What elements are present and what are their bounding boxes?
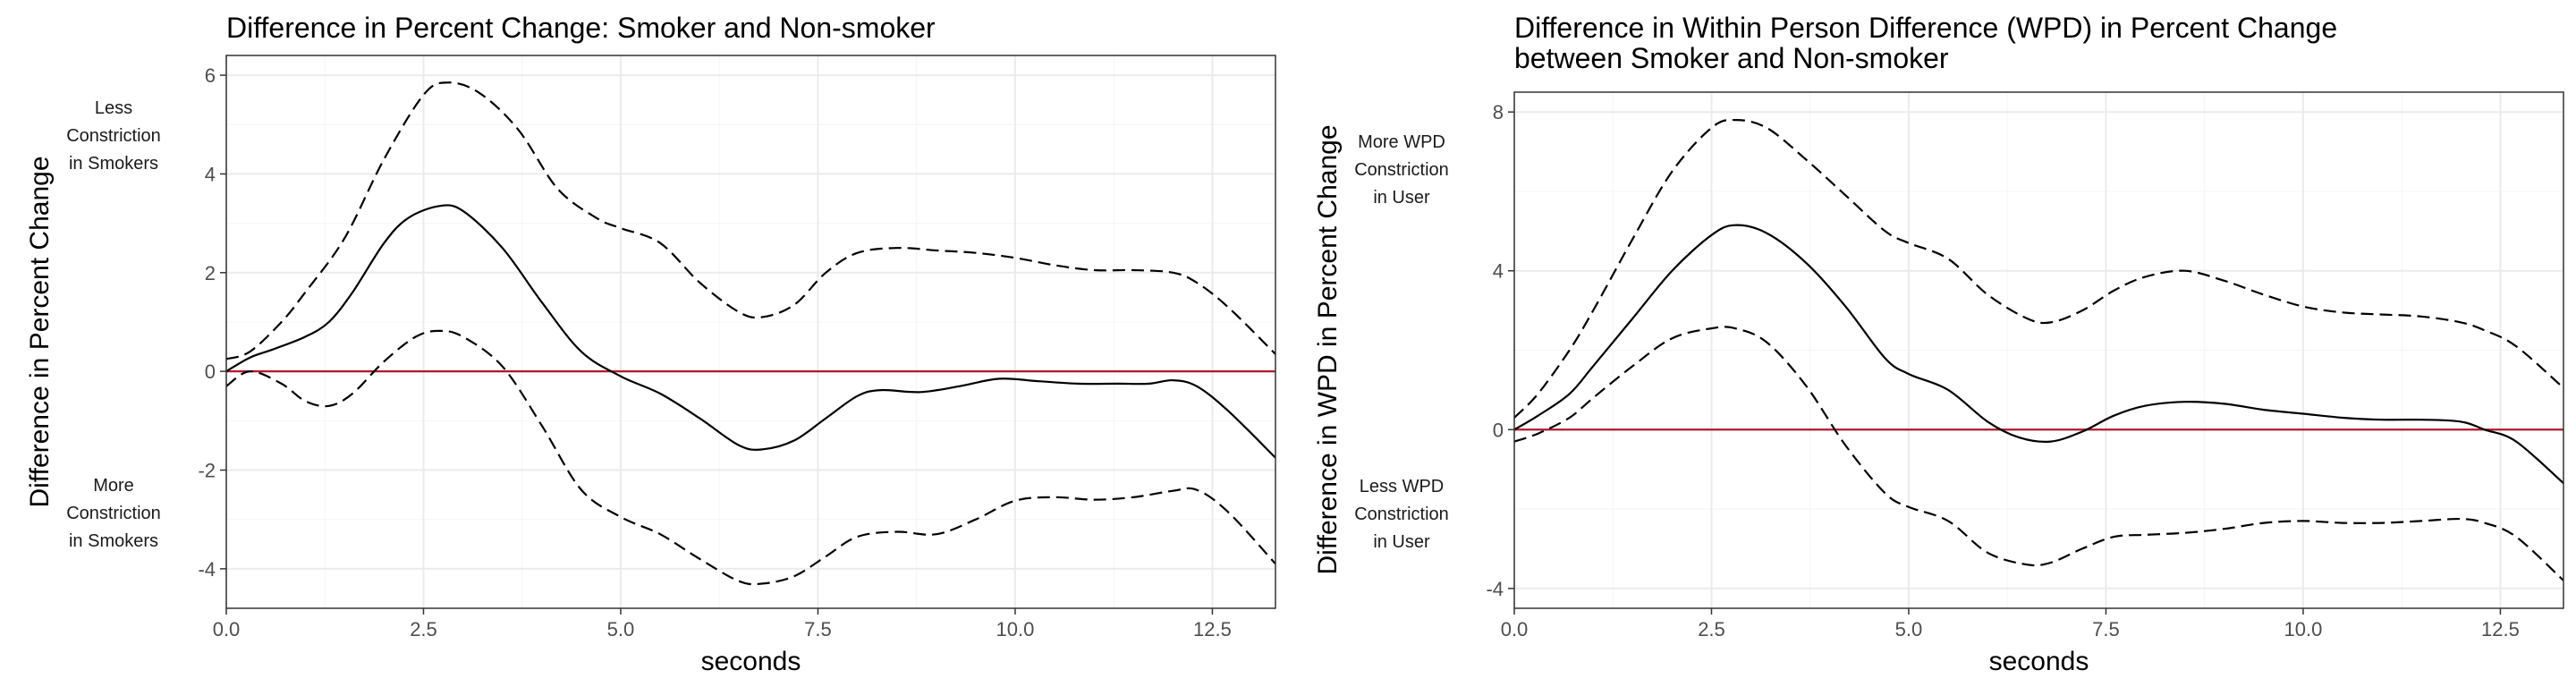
chart1-title: Difference in Percent Change: Smoker and…	[226, 12, 936, 44]
chart1-x-tick-label: 5.0	[607, 618, 635, 640]
chart2-annotation-upper: in User	[1373, 188, 1430, 208]
chart2-x-axis-title: seconds	[1989, 647, 2089, 676]
chart2-panel-border	[1513, 91, 2564, 609]
chart1-x-tick-label: 7.5	[804, 618, 832, 640]
chart1-annotation-lower: in Smokers	[69, 531, 158, 551]
chart1-y-tick-label: -4	[198, 558, 216, 581]
chart2-y-axis-title: Difference in WPD in Percent Change	[1313, 124, 1343, 574]
chart2-y-tick-label: -4	[1486, 578, 1504, 600]
chart2-lower-band-line	[1513, 326, 2564, 581]
chart1-upper-band-line	[225, 81, 1276, 360]
chart2: 0.0 2.5 5.0 7.5 10.0 12.5 -4 0 4 8 Difference in W…	[1313, 12, 2564, 676]
chart1-x-tick-label: 12.5	[1193, 618, 1232, 640]
chart1-x-axis-title: seconds	[701, 647, 801, 676]
chart1-x-tick-label: 2.5	[410, 618, 437, 640]
chart1-panel-border	[225, 55, 1276, 609]
chart2-x-tick-label: 10.0	[2284, 618, 2323, 640]
chart1-y-tick-label: 0	[205, 360, 216, 383]
chart2-annotation-lower: Less WPD	[1360, 477, 1444, 496]
chart2-x-tick-label: 0.0	[1501, 618, 1529, 640]
chart1-annotation-upper: Constriction	[66, 126, 161, 146]
chart2-y-tick-label: 4	[1493, 260, 1504, 283]
chart2-upper-band-line	[1513, 118, 2564, 419]
chart2-title: Difference in Within Person Difference (…	[1514, 12, 2337, 44]
chart1-annotation-upper: in Smokers	[69, 154, 158, 174]
chart1: 0.0 2.5 5.0 7.5 10.0 12.5 -4 -2 0 2 4 6 Difference i…	[25, 12, 1276, 676]
chart2-annotation-lower: Constriction	[1354, 505, 1449, 524]
chart1-y-tick-label: 4	[205, 163, 216, 185]
chart1-y-tick-label: 6	[205, 64, 216, 87]
chart1-y-tick-label: 2	[205, 262, 216, 284]
chart2-x-tick-label: 2.5	[1698, 618, 1725, 640]
chart1-lower-band-line	[225, 329, 1276, 586]
chart1-x-tick-label: 0.0	[213, 618, 241, 640]
chart2-annotation-lower: in User	[1373, 532, 1430, 552]
chart2-title: between Smoker and Non-smoker	[1514, 42, 1949, 74]
chart2-x-tick-label: 5.0	[1895, 618, 1923, 640]
chart2-y-tick-label: 0	[1493, 419, 1504, 441]
chart2-x-tick-label: 12.5	[2481, 618, 2520, 640]
chart1-y-axis-title: Difference in Percent Change	[25, 156, 55, 507]
chart1-annotation-lower: More	[93, 476, 134, 496]
chart1-y-tick-label: -2	[198, 460, 216, 482]
chart1-x-tick-label: 10.0	[996, 618, 1035, 640]
chart1-estimate-line	[225, 204, 1276, 459]
chart2-y-tick-label: 8	[1493, 101, 1504, 123]
chart1-annotation-upper: Less	[95, 98, 132, 118]
chart2-annotation-upper: Constriction	[1354, 160, 1449, 180]
chart2-x-tick-label: 7.5	[2092, 618, 2120, 640]
chart2-annotation-upper: More WPD	[1358, 132, 1445, 152]
chart2-estimate-line	[1513, 224, 2564, 485]
chart1-annotation-lower: Constriction	[66, 504, 161, 523]
